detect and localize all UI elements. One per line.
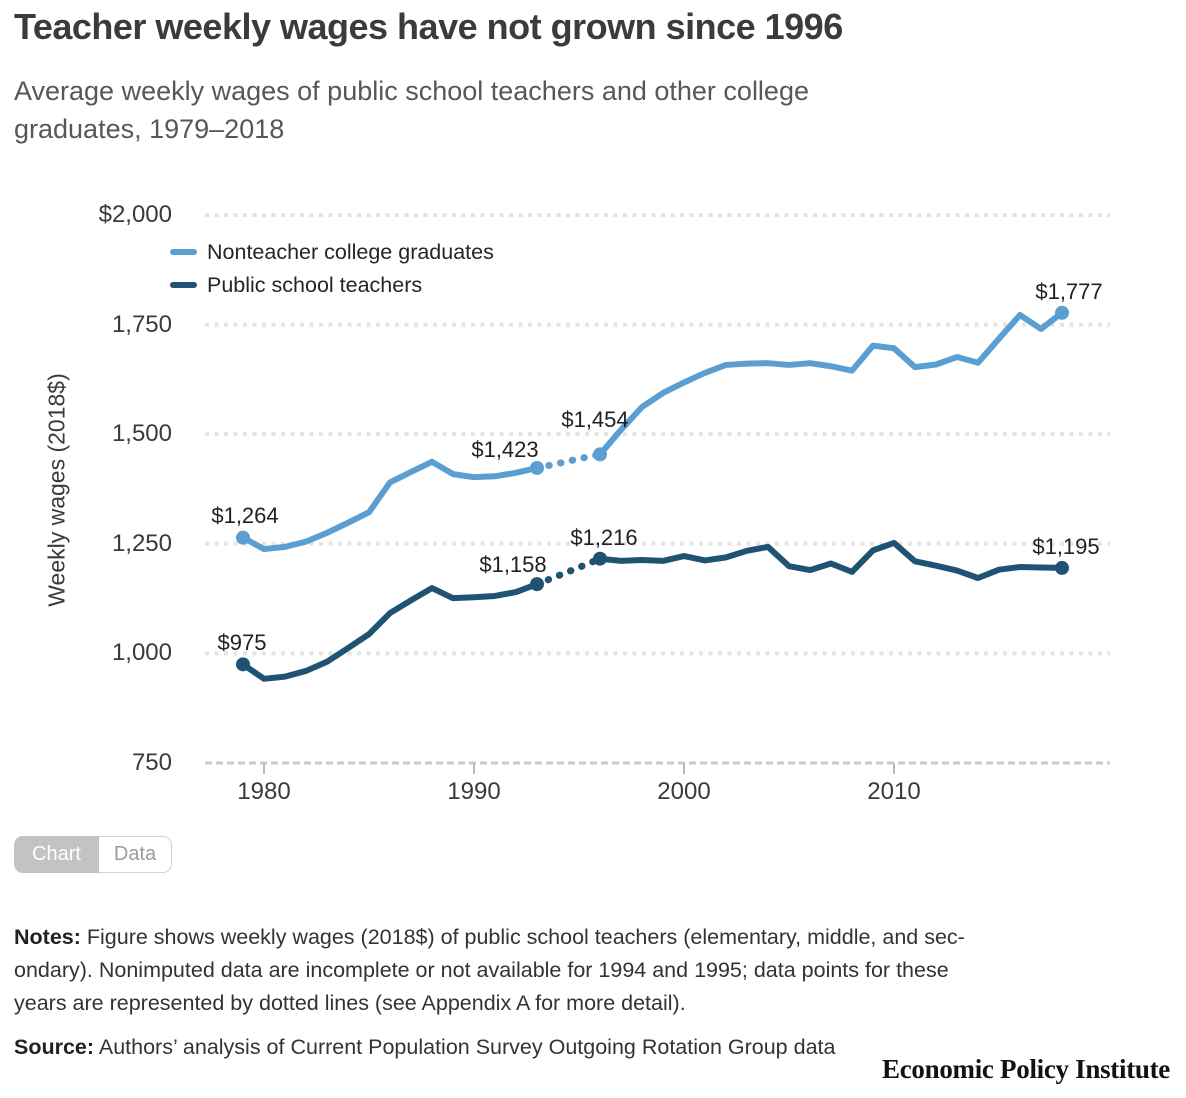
source-text: Source: Authors’ analysis of Current Pop… xyxy=(14,1031,1122,1064)
series-dotted-segment xyxy=(533,555,604,588)
data-point-marker xyxy=(593,447,607,462)
source-body: Authors’ analysis of Current Population … xyxy=(98,1034,836,1059)
data-point-marker xyxy=(1055,560,1069,575)
series-line xyxy=(240,458,540,553)
data-point-marker xyxy=(593,551,607,566)
data-point-marker xyxy=(1055,305,1069,320)
notes-body: Figure shows weekly wages (2018$) of pub… xyxy=(14,924,965,1015)
series-line xyxy=(597,309,1065,458)
series-line xyxy=(240,581,540,682)
legend: Nonteacher college graduates Public scho… xyxy=(170,240,494,306)
page-subtitle: Average weekly wages of public school te… xyxy=(14,76,809,144)
legend-label: Public school teachers xyxy=(207,272,423,297)
legend-item-public-school-teachers[interactable]: Public school teachers xyxy=(170,273,494,297)
page-title: Teacher weekly wages have not grown sinc… xyxy=(14,6,843,47)
data-point-marker xyxy=(530,577,544,592)
chart-data-toggle: Chart Data xyxy=(14,836,173,873)
source-label: Source: xyxy=(14,1034,95,1059)
legend-item-nonteacher-college-graduates[interactable]: Nonteacher college graduates xyxy=(170,240,494,264)
chart-plot-canvas xyxy=(205,213,1110,774)
economic-policy-institute-logo: Economic Policy Institute xyxy=(882,1054,1170,1084)
chart-tab-button[interactable]: Chart xyxy=(14,836,99,873)
series-line xyxy=(597,539,1065,581)
legend-swatch-icon xyxy=(170,282,197,288)
data-point-marker xyxy=(236,530,250,545)
legend-swatch-icon xyxy=(170,249,197,255)
series-dotted-segment xyxy=(533,450,604,472)
legend-label: Nonteacher college graduates xyxy=(207,239,494,264)
y-axis-title: Weekly wages (2018$) xyxy=(43,373,70,607)
data-tab-button[interactable]: Data xyxy=(98,836,173,873)
notes-text: Notes: Figure shows weekly wages (2018$)… xyxy=(14,921,1122,1020)
notes-label: Notes: xyxy=(14,924,81,949)
data-point-marker xyxy=(530,460,544,475)
data-point-marker xyxy=(236,657,250,672)
